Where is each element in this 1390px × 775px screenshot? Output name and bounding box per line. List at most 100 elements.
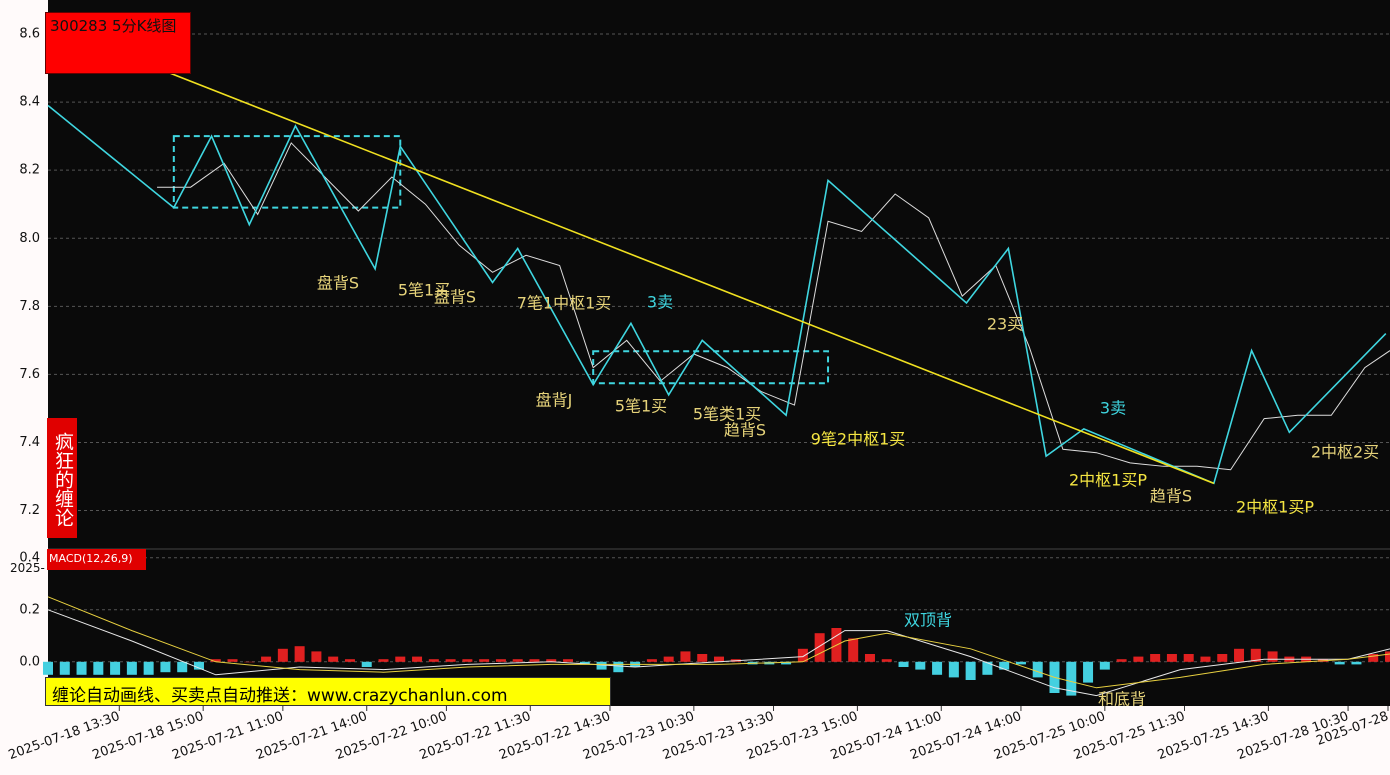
macd-bar [378, 659, 389, 662]
y-tick-label: 0.0 [19, 654, 40, 669]
macd-bar [1183, 654, 1194, 662]
macd-bar [428, 659, 439, 662]
annotation: 盘背S [317, 274, 359, 293]
macd-bar [596, 661, 607, 670]
annotation: 趋背S [1150, 487, 1192, 506]
banner: 缠论自动画线、买卖点自动推送：www.crazychanlun.com [45, 677, 611, 706]
annotation: 23买 [987, 315, 1023, 334]
annotation: 2中枢1买P [1236, 498, 1314, 517]
macd-bar [512, 659, 523, 662]
line [47, 596, 1390, 689]
macd-bar [110, 661, 121, 675]
macd-bar [1032, 661, 1043, 678]
macd-bar [1133, 656, 1144, 662]
line [47, 24, 1215, 485]
annotation: 7笔1中枢1买 [517, 294, 612, 313]
macd-bar [1217, 654, 1228, 662]
annotation: 和底背 [1098, 690, 1146, 709]
macd-bar [529, 659, 540, 662]
macd-bar [1083, 661, 1094, 683]
macd-bar [1234, 648, 1245, 662]
macd-bar [43, 661, 53, 675]
macd-bar [646, 659, 657, 662]
macd-bar [948, 661, 959, 678]
macd-bar [1334, 661, 1345, 665]
annotation: 3卖 [647, 293, 673, 312]
macd-bar [193, 661, 204, 670]
macd-bar [445, 659, 456, 662]
annotation: 3卖 [1100, 399, 1126, 418]
macd-bar [1116, 659, 1127, 662]
macd-bar [143, 661, 154, 675]
macd-bar [915, 661, 926, 670]
y-tick-label: 0.4 [19, 550, 40, 565]
y-tick-label: 8.6 [19, 27, 40, 42]
macd-bar [1385, 651, 1390, 662]
macd-bar [412, 656, 423, 662]
macd-bar [982, 661, 993, 675]
macd-bar [932, 661, 943, 675]
macd-bar [344, 659, 355, 662]
zhongshu-box [172, 135, 402, 209]
macd-bar [294, 646, 305, 662]
macd-bar [76, 661, 87, 675]
macd-bar [1267, 651, 1278, 662]
line [157, 142, 1390, 471]
y-tick-label: 7.6 [19, 367, 40, 382]
annotation: 5笔1买 [398, 281, 450, 300]
macd-bar [1250, 648, 1261, 662]
macd-bar [663, 656, 674, 662]
macd-bar [395, 656, 406, 662]
annotation: 2中枢1买P [1069, 471, 1147, 490]
macd-bar [126, 661, 137, 675]
macd-bar [361, 661, 372, 667]
macd-bar [613, 661, 624, 673]
macd-bar [227, 659, 238, 662]
macd-bar [1150, 654, 1161, 662]
macd-bar [680, 651, 691, 662]
macd-bar [881, 659, 892, 662]
macd-bar [1015, 661, 1026, 665]
macd-title: MACD(12,26,9) [47, 549, 146, 570]
y-tick-label: 7.2 [19, 503, 40, 518]
cut-label: 2025- [10, 561, 45, 575]
macd-bar [579, 661, 590, 665]
annotation: 盘背J [536, 391, 573, 410]
side-label: 疯狂的缠论 [47, 418, 77, 538]
macd-bar [479, 659, 490, 662]
macd-bar [277, 648, 288, 662]
macd-bar [898, 661, 909, 667]
y-tick-label: 0.2 [19, 602, 40, 617]
macd-bar [1066, 661, 1077, 696]
macd-bar [864, 654, 875, 662]
macd-bar [546, 659, 557, 662]
macd-bar [177, 661, 188, 673]
macd-bar [797, 648, 808, 662]
annotation: 9笔2中枢1买 [811, 430, 906, 449]
macd-bar [462, 659, 473, 662]
annotation: 2中枢2买 [1311, 443, 1379, 462]
annotation: 趋背S [724, 421, 766, 440]
line [47, 104, 1387, 485]
macd-bar [93, 661, 104, 675]
line [47, 609, 1390, 697]
plot-background [48, 0, 1390, 706]
macd-bar [814, 633, 825, 662]
macd-bar [1099, 661, 1110, 670]
y-tick-label: 8.2 [19, 163, 40, 178]
macd-bar [244, 661, 255, 663]
macd-bar [965, 661, 976, 680]
macd-bar [311, 651, 322, 662]
macd-bar [160, 661, 171, 673]
y-tick-label: 8.0 [19, 231, 40, 246]
zhongshu-box [592, 350, 830, 385]
y-tick-label: 7.4 [19, 435, 40, 450]
macd-bar [1368, 654, 1379, 662]
macd-bar [563, 659, 574, 662]
macd-bar [714, 656, 724, 662]
y-tick-label: 7.8 [19, 299, 40, 314]
macd-bar [59, 661, 70, 675]
macd-bar [1351, 661, 1362, 665]
macd-bar [697, 654, 708, 662]
